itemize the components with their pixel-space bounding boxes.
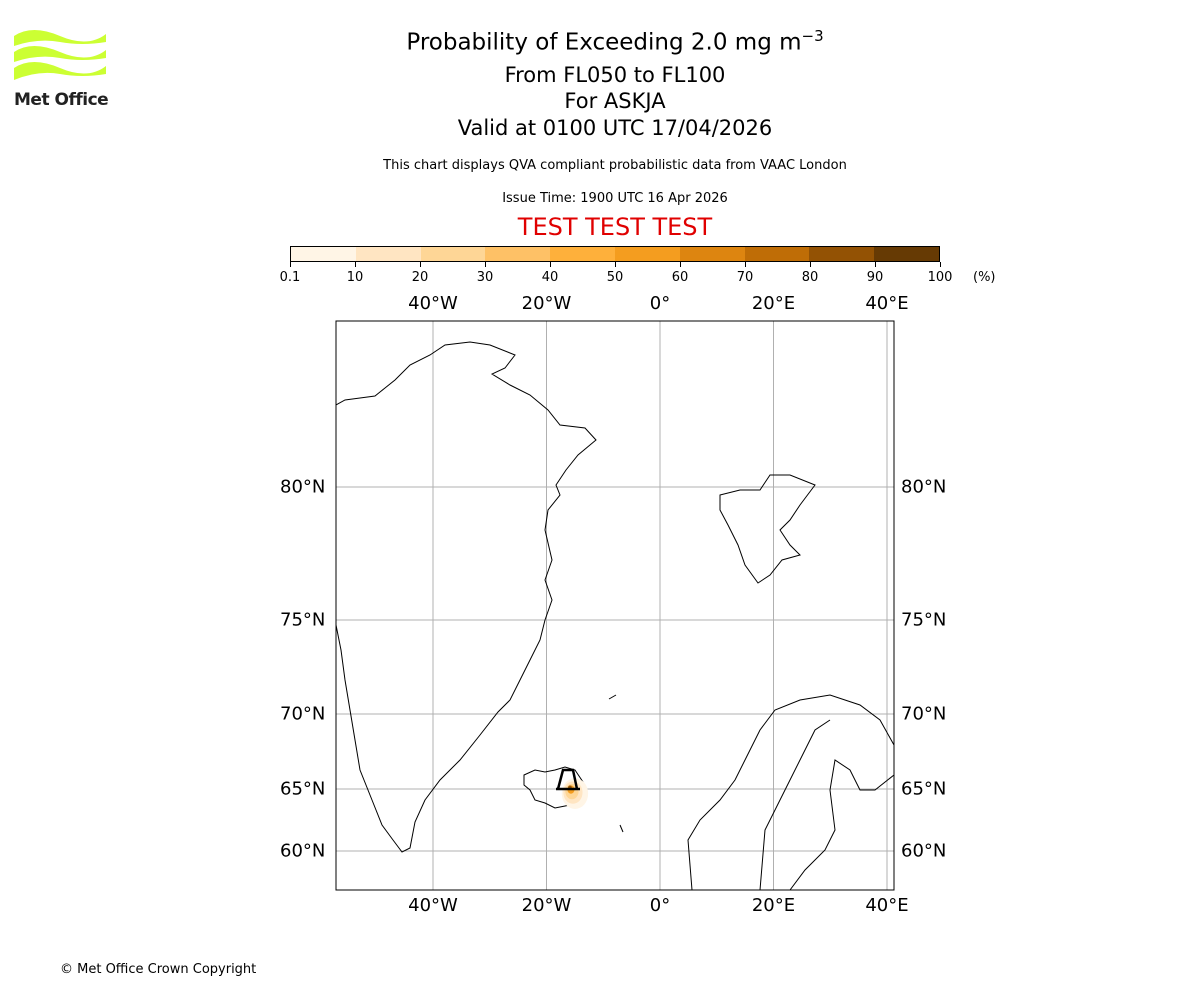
colorbar-tick (485, 262, 486, 267)
colorbar-segment (485, 247, 551, 261)
chart-title: Probability of Exceeding 2.0 mg m−3 (406, 27, 824, 56)
colorbar-tick (420, 262, 421, 267)
colorbar-segment (679, 247, 745, 261)
colorbar-tick (615, 262, 616, 267)
longitude-label: 20°W (521, 895, 572, 916)
flight-level-range: From FL050 to FL100 (504, 63, 726, 87)
map-frame (335, 320, 895, 891)
border-norway-sweden (759, 719, 831, 890)
colorbar-tick (940, 262, 941, 267)
colorbar-tick-label: 40 (541, 270, 559, 285)
valid-time: Valid at 0100 UTC 17/04/2026 (457, 116, 773, 140)
colorbar-tick-label: 30 (476, 270, 494, 285)
latitude-label: 60°N (901, 840, 947, 862)
longitude-label: 40°E (865, 895, 909, 916)
longitude-label: 0° (649, 293, 671, 314)
longitude-label: 40°E (865, 293, 909, 314)
longitude-label: 20°E (751, 895, 796, 916)
colorbar-tick-label: 10 (346, 270, 364, 285)
volcano-name: For ASKJA (564, 89, 666, 113)
test-banner: TEST TEST TEST (517, 213, 713, 241)
colorbar-segment (550, 247, 615, 261)
colorbar-segment (874, 247, 939, 261)
colorbar-segment (744, 247, 810, 261)
colorbar-unit: (%) (973, 270, 996, 285)
colorbar-tick-label: 50 (606, 270, 624, 285)
colorbar-segment (355, 247, 421, 261)
colorbar-tick (875, 262, 876, 267)
colorbar-segment (291, 247, 356, 261)
longitude-label: 40°W (408, 895, 458, 916)
chart-description: This chart displays QVA compliant probab… (383, 158, 847, 173)
copyright: © Met Office Crown Copyright (60, 962, 257, 977)
longitude-label: 20°W (521, 293, 572, 314)
volcano-marker-icon (556, 768, 580, 791)
latitude-label: 80°N (280, 476, 326, 498)
latitude-label: 75°N (280, 609, 326, 631)
colorbar-tick (680, 262, 681, 267)
longitude-label: 40°W (408, 293, 458, 314)
coastline-scandinavia (687, 694, 894, 890)
latitude-label: 80°N (901, 476, 947, 498)
latitude-label: 75°N (901, 609, 947, 631)
colorbar (290, 246, 940, 262)
colorbar-tick-label: 20 (411, 270, 429, 285)
colorbar-tick (550, 262, 551, 267)
colorbar-tick (745, 262, 746, 267)
latitude-label: 70°N (901, 703, 947, 725)
latitude-label: 70°N (280, 703, 326, 725)
latitude-label: 65°N (280, 778, 326, 800)
longitude-label: 20°E (751, 293, 796, 314)
coastline-jan-mayen (608, 694, 617, 700)
colorbar-tick-label: 90 (866, 270, 884, 285)
colorbar-tick (355, 262, 356, 267)
logo-text: Met Office (14, 90, 109, 110)
colorbar-tick-label: 0.1 (279, 270, 301, 285)
colorbar-tick-label: 80 (801, 270, 819, 285)
latitude-label: 60°N (280, 840, 326, 862)
coastline-greenland (336, 341, 597, 853)
met-office-logo-icon (14, 30, 106, 80)
colorbar-tick (290, 262, 291, 267)
colorbar-segment (614, 247, 680, 261)
latitude-label: 65°N (901, 778, 947, 800)
colorbar-tick-label: 60 (671, 270, 689, 285)
coastline-svalbard (719, 474, 816, 584)
colorbar-tick-label: 70 (736, 270, 754, 285)
colorbar-tick-label: 100 (927, 270, 953, 285)
graticule (336, 321, 894, 890)
issue-time: Issue Time: 1900 UTC 16 Apr 2026 (502, 191, 728, 206)
colorbar-segment (809, 247, 875, 261)
colorbar-tick (810, 262, 811, 267)
colorbar-segment (420, 247, 486, 261)
longitude-label: 0° (649, 895, 671, 916)
coastline-faroe (619, 824, 624, 833)
